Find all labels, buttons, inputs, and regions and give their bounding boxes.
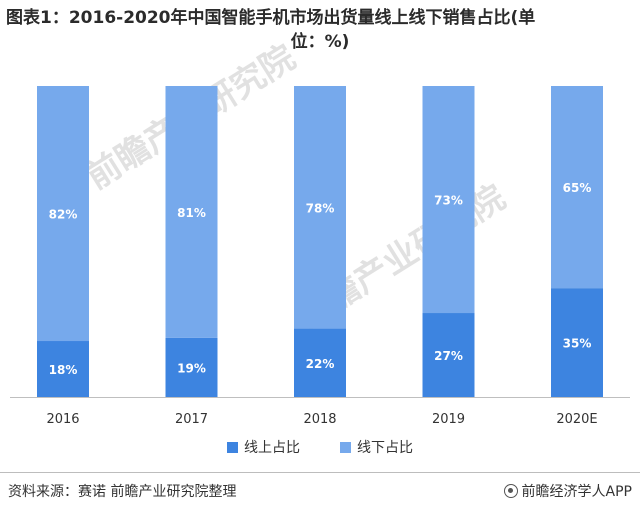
- brand-logo-icon: [503, 484, 518, 498]
- data-label-offline: 81%: [177, 206, 206, 220]
- x-tick-label: 2017: [175, 412, 208, 427]
- data-label-offline: 82%: [49, 208, 78, 222]
- bar-offline: [165, 86, 218, 338]
- data-label-online: 27%: [434, 349, 463, 363]
- legend-swatch-online: [227, 441, 238, 453]
- stacked-bar-chart: 18% 82% 2016 19% 81% 2017 22% 78% 2018 27% 73% 2019…: [10, 86, 630, 427]
- chart-legend: 线上占比 线下占比: [0, 437, 640, 457]
- data-label-online: 22%: [306, 357, 335, 371]
- brand-text: 前瞻经济学人APP: [521, 484, 632, 500]
- legend-swatch-offline: [340, 441, 351, 453]
- data-label-offline: 78%: [306, 201, 335, 215]
- source-note: 资料来源：赛诺 前瞻产业研究院整理: [8, 484, 237, 500]
- x-tick-label: 2019: [432, 412, 465, 427]
- bar-online: [37, 341, 89, 397]
- data-label-online: 19%: [177, 361, 206, 375]
- brand-label: 前瞻经济学人APP: [503, 481, 632, 501]
- x-tick-label: 2016: [46, 412, 79, 427]
- bar-offline: [294, 86, 346, 329]
- bar-online: [294, 328, 346, 397]
- data-label-online: 18%: [49, 363, 78, 377]
- bar-online: [165, 337, 218, 397]
- x-tick-label: 2020E: [556, 412, 597, 427]
- legend-item-offline: 线下占比: [340, 437, 413, 457]
- chart-title: 图表1：2016-2020年中国智能手机市场出货量线上线下销售占比(单 位：%): [6, 6, 634, 54]
- legend-label-online: 线上占比: [244, 440, 300, 456]
- bar-offline: [37, 86, 89, 342]
- legend-item-online: 线上占比: [227, 437, 300, 457]
- data-label-online: 35%: [563, 337, 592, 351]
- x-tick-label: 2018: [303, 412, 336, 427]
- bar-offline: [422, 86, 475, 314]
- title-line-2: 位：%): [290, 32, 350, 52]
- bar-offline: [551, 86, 603, 289]
- bar-online: [422, 313, 475, 397]
- bar-online: [551, 288, 603, 397]
- footer-divider: [0, 472, 640, 473]
- data-label-offline: 65%: [563, 181, 592, 195]
- footer: 资料来源：赛诺 前瞻产业研究院整理 前瞻经济学人APP: [0, 479, 640, 503]
- legend-label-offline: 线下占比: [357, 440, 413, 456]
- data-label-offline: 73%: [434, 194, 463, 208]
- title-line-1: 图表1：2016-2020年中国智能手机市场出货量线上线下销售占比(单: [6, 8, 536, 28]
